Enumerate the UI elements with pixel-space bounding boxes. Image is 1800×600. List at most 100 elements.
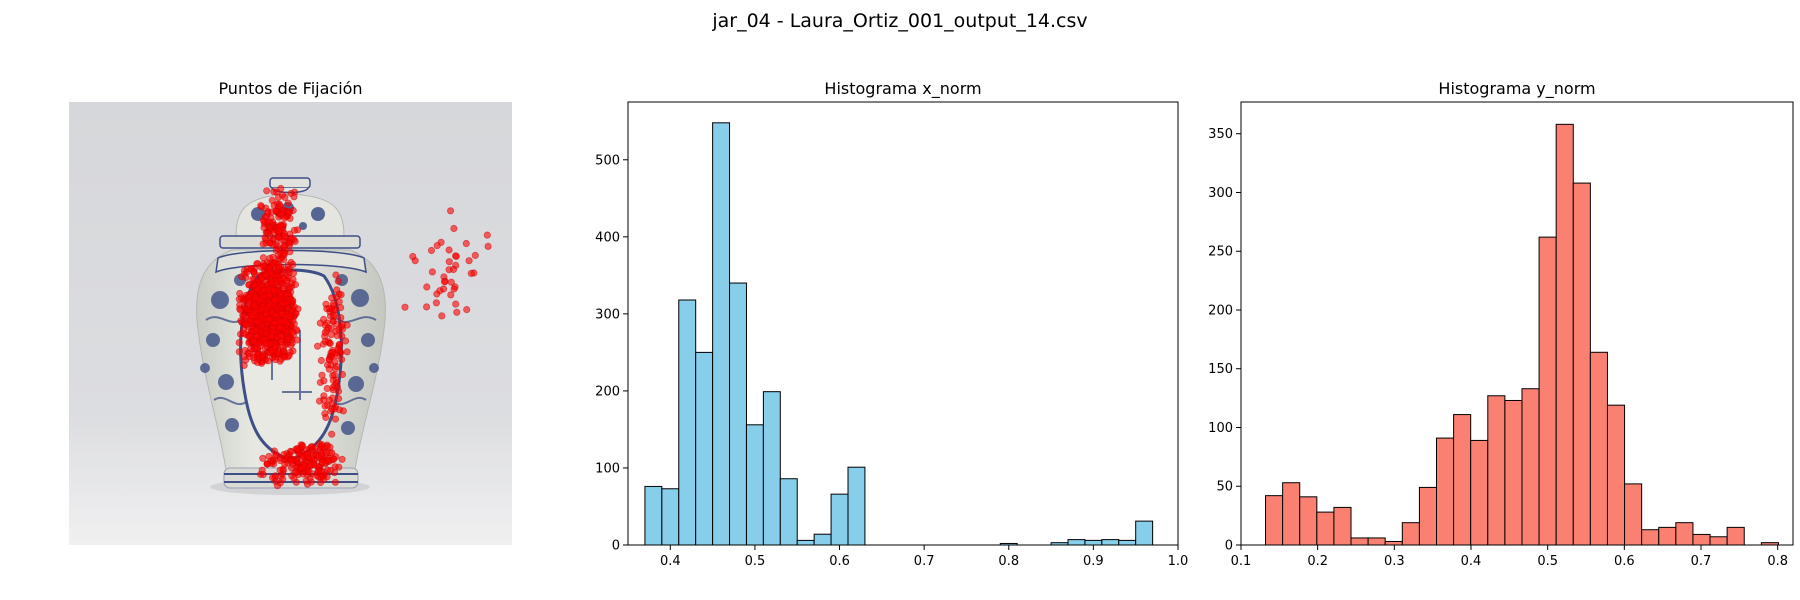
fixation-point [289,275,297,284]
x-hist-title: Histograma x_norm [824,79,981,99]
fixation-point [268,474,277,482]
fixation-point [440,277,449,286]
fixation-point [467,269,475,277]
fixation-point [265,452,273,461]
fixation-point [333,331,341,340]
fixation-point [334,277,342,285]
fixation-point [462,239,470,248]
fixation-point [281,317,289,326]
fixation-point [237,317,245,325]
fixation-point [240,329,248,337]
fixation-point [265,263,273,272]
fixation-panel: Puntos de Fijación [69,79,512,545]
fixation-point [337,322,345,330]
axes-frame [627,101,1179,546]
fixation-point [262,329,270,337]
fixation-point [275,227,283,235]
x-tick-label: 0.2 [1307,554,1328,569]
y-tick-label: 0 [1225,539,1233,554]
fixation-point [313,342,322,350]
fixation-point [264,357,272,365]
fixation-point [250,267,258,276]
fixation-point [288,234,296,242]
fixation-point [447,278,455,286]
fixation-point [433,242,441,250]
fixation-point [285,241,293,249]
fixation-point [317,356,325,365]
fixation-point [445,246,453,254]
fixation-point [282,327,290,335]
hist-bar [745,424,764,546]
fixation-point [237,294,245,302]
fixation-point [321,402,329,410]
fixation-point [316,478,325,487]
fixation-point [279,299,287,308]
fixation-point [427,246,436,255]
figure-suptitle: jar_04 - Laura_Ortiz_001_output_14.csv [711,10,1087,32]
fixation-point [423,283,431,291]
hist-bar [1135,520,1154,546]
hist-bar [1709,536,1728,546]
fixation-point [325,365,333,373]
fixation-point [270,319,279,327]
fixation-point [333,286,341,294]
hist-bar [1504,399,1523,546]
hist-bar [1487,395,1506,546]
fixation-point [260,224,268,232]
fixation-point [235,338,243,347]
fixation-point [337,291,345,299]
fixation-point [280,353,289,361]
fixation-point [465,257,473,265]
x-tick-label: 0.8 [1767,554,1788,569]
fixation-point [270,297,279,305]
hist-bar [1624,483,1643,546]
fixation-point [453,308,461,316]
fixation-point [315,397,324,405]
fixation-point [276,202,284,210]
x-hist-panel: Histograma x_norm 0.4 0.5 0.6 0.7 0.8 0.9 1.00… [595,79,1188,569]
hist-bar [813,533,832,546]
hist-bar [1367,537,1386,546]
fixation-point [463,305,471,314]
fixation-point [296,464,305,472]
fixation-point [432,299,440,307]
hist-bar [830,493,849,546]
hist-bar [847,466,866,546]
fixation-point [253,317,261,326]
y-tick-label: 100 [1208,421,1233,436]
hist-bar [1658,526,1677,546]
hist-bar [1418,486,1438,546]
hist-bar [661,488,680,546]
fixation-point [287,457,295,465]
y-tick-label: 100 [595,461,620,476]
fixation-point [249,275,257,283]
x-tick-label: 0.3 [1384,554,1405,569]
hist-bar [1453,414,1472,546]
fixation-point [262,340,271,348]
fixation-point [319,315,328,323]
hist-bar [1606,404,1626,546]
fixation-point [280,284,288,292]
fixation-point [253,358,262,367]
x-tick-label: 0.6 [1614,554,1635,569]
fixation-point [271,343,279,351]
fixation-point [450,285,458,293]
fixation-point [445,258,453,266]
hist-bar [1333,506,1352,546]
fixation-point [452,300,460,308]
y-tick-label: 150 [1208,362,1233,377]
hist-bar [1118,539,1137,546]
fixation-point [324,324,333,332]
fixation-point [290,226,298,234]
fixation-point [285,208,293,216]
fixation-point [285,312,293,320]
hist-bar [1538,236,1557,546]
fixation-point [327,331,335,339]
x-tick-label: 0.1 [1231,554,1252,569]
fixation-point [483,231,491,239]
fixation-point [304,467,312,475]
x-hist-plot: 0.4 0.5 0.6 0.7 0.8 0.9 1.0 0 100 200 300 400 500 [595,101,1188,569]
fixation-point [284,261,292,269]
hist-bar [1436,437,1455,546]
fixation-point [259,454,267,462]
